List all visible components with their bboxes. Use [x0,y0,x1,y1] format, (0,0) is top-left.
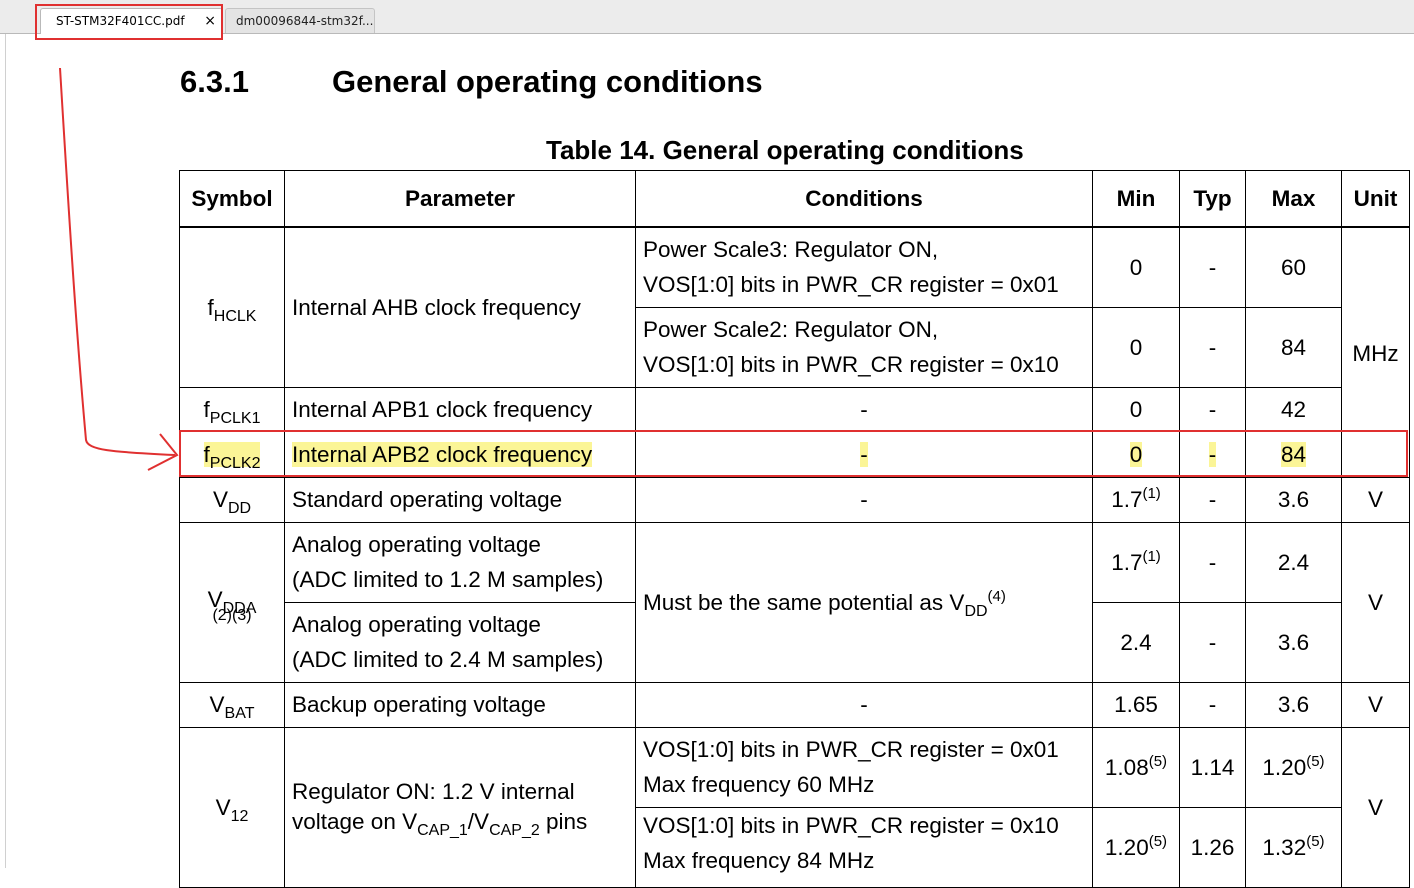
conditions-cell: - [635,476,1093,523]
min-cell: 1.7(1) [1092,521,1180,603]
operating-conditions-table: Symbol Parameter Conditions Min Typ Max … [179,170,1410,888]
max-cell: 60 [1245,226,1342,308]
header-parameter: Parameter [284,170,636,228]
header-min: Min [1092,170,1180,228]
parameter-cell: Analog operating voltage (ADC limited to … [284,521,636,603]
table-row: fHCLK Internal AHB clock frequency Power… [179,226,1410,477]
parameter-cell: Internal AHB clock frequency [284,226,636,388]
max-cell: 1.20(5) [1245,726,1342,808]
header-symbol: Symbol [179,170,285,228]
table-row: fPCLK1 Internal APB1 clock frequency - 0… [179,386,1410,432]
table-row: VBAT Backup operating voltage - 1.65 - 3… [179,681,1410,728]
max-cell: 2.4 [1245,521,1342,603]
tab-highlight-box [35,4,223,40]
section-title: General operating conditions [332,64,763,99]
header-max: Max [1245,170,1342,228]
parameter-cell: Standard operating voltage [284,476,636,523]
typ-cell: - [1179,681,1246,728]
conditions-cell: - [635,681,1093,728]
table-row-highlighted: fPCLK2 Internal APB2 clock frequency - 0… [179,430,1410,478]
page-divider [5,34,6,868]
parameter-cell: Regulator ON: 1.2 V internal voltage on V… [284,726,636,888]
table-row: Power Scale2: Regulator ON, VOS[1:0] bits… [180,306,1410,388]
unit-cell: V [1341,681,1410,728]
max-cell: 3.6 [1245,601,1342,683]
conditions-cell: Must be the same potential as VDD(4) [635,521,1093,683]
tab-dm00096844[interactable]: dm00096844-stm32f... [225,8,375,33]
unit-cell: V [1341,726,1410,888]
typ-cell: - [1179,476,1246,523]
conditions-cell: - [635,386,1093,432]
section-number: 6.3.1 [180,64,249,99]
symbol-v12: V12 [179,726,285,888]
typ-cell: - [1179,601,1246,683]
typ-cell: - [1179,386,1246,432]
min-cell: 0 [1092,226,1180,308]
close-icon[interactable]: × [204,13,216,29]
parameter-cell: Backup operating voltage [284,681,636,728]
table-row: V12 Regulator ON: 1.2 V internal voltage … [179,726,1410,888]
table-title: Table 14. General operating conditions [546,135,1024,165]
symbol-vdda: VDDA (2)(3) [179,521,285,683]
symbol-fhclk: fHCLK [179,226,285,388]
min-cell: 1.20(5) [1092,806,1180,888]
symbol-vdd: VDD [179,476,285,523]
symbol-fpclk1: fPCLK1 [179,386,285,432]
header-conditions: Conditions [635,170,1093,228]
min-cell: 1.08(5) [1092,726,1180,808]
min-cell: 1.65 [1092,681,1180,728]
max-cell: 84 [1245,306,1342,388]
unit-cell: MHz [1341,226,1410,477]
conditions-cell: Power Scale2: Regulator ON, VOS[1:0] bits… [635,306,1093,388]
tab-label: ST-STM32F401CC.pdf [56,14,185,28]
max-cell: 42 [1245,386,1342,432]
header-unit: Unit [1341,170,1410,228]
conditions-cell: Power Scale3: Regulator ON, VOS[1:0] bits… [635,226,1093,308]
table-row: VDDA (2)(3) Analog operating voltage (ADC … [179,521,1410,683]
unit-cell: V [1341,476,1410,523]
symbol-vbat: VBAT [179,681,285,728]
typ-cell: - [1179,521,1246,603]
typ-cell: - [1179,226,1246,308]
typ-cell: 1.14 [1179,726,1246,808]
symbol-fpclk2: fPCLK2 [179,430,285,478]
unit-cell: V [1341,521,1410,683]
max-cell: 84 [1245,430,1342,478]
conditions-cell: VOS[1:0] bits in PWR_CR register = 0x01 M… [635,726,1093,808]
min-cell: 1.7(1) [1092,476,1180,523]
tab-st-stm32f401cc[interactable]: ST-STM32F401CC.pdf × [40,8,223,34]
typ-cell: 1.26 [1179,806,1246,888]
table-header-row: Symbol Parameter Conditions Min Typ Max … [179,170,1410,228]
parameter-cell: Internal APB1 clock frequency [284,386,636,432]
min-cell: 0 [1092,306,1180,388]
parameter-cell: Analog operating voltage (ADC limited to … [284,601,636,683]
min-cell: 0 [1092,386,1180,432]
conditions-cell: - [635,430,1093,478]
table-row: Analog operating voltage (ADC limited to … [180,601,1410,683]
max-cell: 1.32(5) [1245,806,1342,888]
tab-label: dm00096844-stm32f... [236,14,374,28]
conditions-cell: VOS[1:0] bits in PWR_CR register = 0x10 M… [635,806,1093,888]
header-typ: Typ [1179,170,1246,228]
tab-bar: ST-STM32F401CC.pdf × dm00096844-stm32f..… [0,0,1414,34]
min-cell: 2.4 [1092,601,1180,683]
min-cell: 0 [1092,430,1180,478]
table-row: VDD Standard operating voltage - 1.7(1) … [179,476,1410,523]
typ-cell: - [1179,430,1246,478]
max-cell: 3.6 [1245,681,1342,728]
parameter-cell: Internal APB2 clock frequency [284,430,636,478]
max-cell: 3.6 [1245,476,1342,523]
typ-cell: - [1179,306,1246,388]
